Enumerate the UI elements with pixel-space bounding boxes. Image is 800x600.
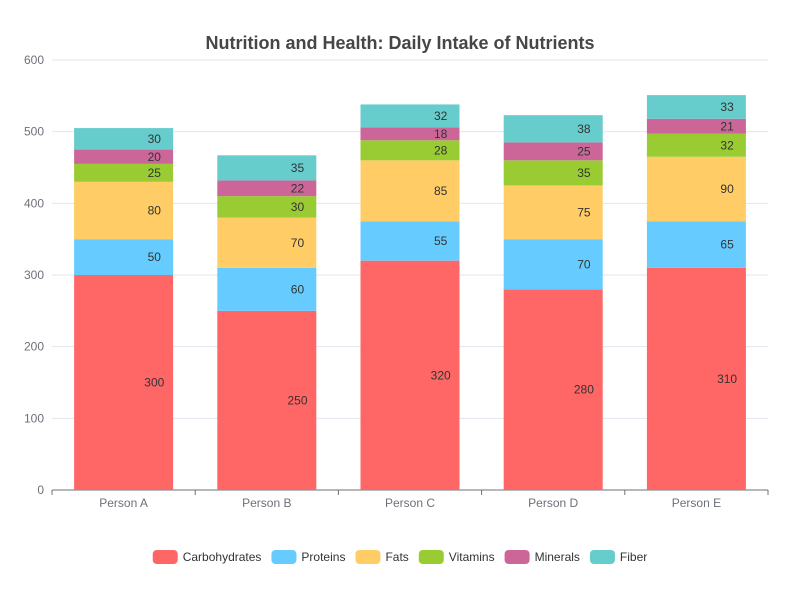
legend-item-carbohydrates[interactable]: Carbohydrates	[152, 550, 262, 564]
data-label-minerals: 18	[434, 127, 448, 141]
data-label-fiber: 32	[434, 109, 448, 123]
bar-segment-proteins[interactable]	[217, 267, 317, 311]
data-label-proteins: 55	[434, 234, 448, 248]
bar-segment-proteins[interactable]	[646, 221, 746, 268]
legend-item-vitamins[interactable]: Vitamins	[418, 550, 495, 564]
data-label-minerals: 25	[577, 144, 591, 158]
data-label-vitamins: 32	[720, 138, 734, 152]
bar-segment-minerals[interactable]	[360, 127, 460, 141]
data-label-fats: 75	[577, 205, 591, 219]
bar-segment-fiber[interactable]	[217, 155, 317, 181]
legend-swatch	[589, 550, 615, 564]
y-tick-label: 300	[24, 268, 44, 282]
bar-segment-carbohydrates[interactable]	[360, 260, 460, 490]
bar-segment-fats[interactable]	[217, 217, 317, 268]
data-labels: 300 50 80 25 20 30 250 60 70 30 22 35 320 55 85 28 18 32 2…	[144, 100, 737, 407]
data-label-vitamins: 35	[577, 166, 591, 180]
y-tick-label: 100	[24, 411, 44, 425]
bar-segment-fats[interactable]	[646, 156, 746, 222]
data-label-carbohydrates: 320	[431, 368, 451, 382]
y-tick-label: 600	[24, 53, 44, 67]
bar-segment-carbohydrates[interactable]	[646, 267, 746, 490]
bar-segment-fiber[interactable]	[74, 128, 174, 150]
bar-segment-fiber[interactable]	[646, 95, 746, 119]
x-tick-label: Person A	[99, 496, 148, 510]
bar-segment-vitamins[interactable]	[217, 196, 317, 218]
data-label-proteins: 60	[291, 282, 305, 296]
bar-segment-carbohydrates[interactable]	[503, 289, 603, 490]
legend-label: Proteins	[301, 550, 345, 564]
data-label-vitamins: 25	[148, 166, 162, 180]
bar-segment-proteins[interactable]	[503, 239, 603, 290]
data-label-proteins: 65	[720, 238, 734, 252]
data-label-minerals: 22	[291, 181, 305, 195]
bar-segment-minerals[interactable]	[74, 149, 174, 164]
legend-swatch	[271, 550, 297, 564]
bar-segment-carbohydrates[interactable]	[74, 275, 174, 490]
legend-swatch	[355, 550, 381, 564]
bar-segment-vitamins[interactable]	[646, 133, 746, 157]
legend-label: Fiber	[620, 550, 647, 564]
bar-segment-vitamins[interactable]	[360, 140, 460, 161]
legend-label: Carbohydrates	[183, 550, 262, 564]
data-label-vitamins: 28	[434, 143, 448, 157]
y-tick-label: 200	[24, 340, 44, 354]
bar-segment-proteins[interactable]	[74, 239, 174, 275]
data-label-fats: 80	[148, 204, 162, 218]
x-tick-label: Person E	[672, 496, 721, 510]
data-label-fats: 90	[720, 182, 734, 196]
data-label-carbohydrates: 310	[717, 372, 737, 386]
data-label-carbohydrates: 300	[144, 376, 164, 390]
bar-segment-minerals[interactable]	[646, 118, 746, 134]
data-label-vitamins: 30	[291, 200, 305, 214]
bar-segment-carbohydrates[interactable]	[217, 310, 317, 490]
data-label-fats: 70	[291, 236, 305, 250]
data-label-minerals: 20	[148, 150, 162, 164]
chart-title: Nutrition and Health: Daily Intake of Nu…	[205, 33, 594, 53]
legend-label: Fats	[385, 550, 408, 564]
legend-swatch	[504, 550, 530, 564]
data-label-fats: 85	[434, 184, 448, 198]
legend-swatch	[418, 550, 444, 564]
legend[interactable]: Carbohydrates Proteins Fats Vitamins Mineral…	[152, 550, 648, 564]
data-label-fiber: 30	[148, 132, 162, 146]
bar-segment-fats[interactable]	[503, 185, 603, 240]
legend-swatch	[152, 550, 178, 564]
x-tick-label: Person D	[528, 496, 578, 510]
bar-segment-fats[interactable]	[360, 160, 460, 222]
legend-item-fats[interactable]: Fats	[355, 550, 409, 564]
legend-item-fiber[interactable]: Fiber	[589, 550, 647, 564]
x-tick-label: Person C	[385, 496, 435, 510]
data-label-fiber: 38	[577, 122, 591, 136]
data-label-proteins: 50	[148, 250, 162, 264]
data-label-minerals: 21	[720, 119, 734, 133]
bar-segment-vitamins[interactable]	[503, 160, 603, 186]
bars	[74, 95, 746, 490]
legend-item-minerals[interactable]: Minerals	[504, 550, 580, 564]
bar-segment-minerals[interactable]	[217, 180, 317, 197]
bar-segment-proteins[interactable]	[360, 221, 460, 261]
bar-segment-fats[interactable]	[74, 181, 174, 240]
legend-label: Vitamins	[449, 550, 495, 564]
data-label-carbohydrates: 280	[574, 383, 594, 397]
bar-segment-minerals[interactable]	[503, 142, 603, 161]
data-label-proteins: 70	[577, 257, 591, 271]
y-tick-label: 500	[24, 125, 44, 139]
x-tick-label: Person B	[242, 496, 291, 510]
data-label-carbohydrates: 250	[287, 393, 307, 407]
y-tick-label: 400	[24, 196, 44, 210]
bar-segment-vitamins[interactable]	[74, 163, 174, 182]
data-label-fiber: 33	[720, 100, 734, 114]
bar-segment-fiber[interactable]	[503, 115, 603, 143]
y-tick-label: 0	[37, 483, 44, 497]
bar-segment-fiber[interactable]	[360, 104, 460, 128]
legend-item-proteins[interactable]: Proteins	[271, 550, 345, 564]
legend-label: Minerals	[535, 550, 580, 564]
data-label-fiber: 35	[291, 161, 305, 175]
